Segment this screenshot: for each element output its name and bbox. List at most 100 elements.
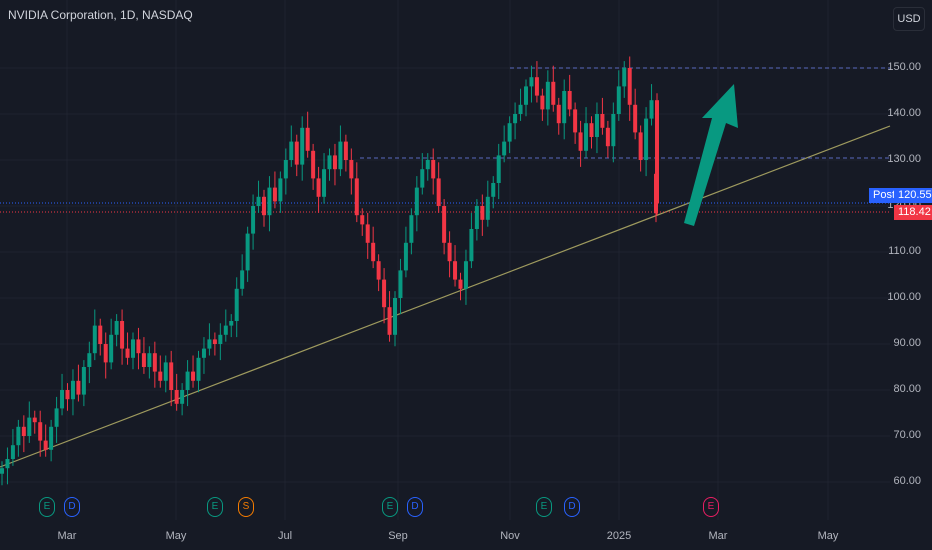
candle-body bbox=[485, 196, 490, 220]
candle-body bbox=[436, 178, 441, 206]
candle-body bbox=[463, 261, 468, 289]
candle-body bbox=[365, 224, 370, 243]
candle-body bbox=[180, 390, 185, 404]
candle-body bbox=[322, 169, 327, 197]
candle-body bbox=[458, 279, 463, 289]
candle-body bbox=[234, 288, 239, 321]
candle-body bbox=[136, 339, 141, 354]
currency-button[interactable]: USD bbox=[893, 7, 925, 31]
candle-body bbox=[649, 100, 654, 119]
candle-body bbox=[513, 114, 518, 124]
candle-body bbox=[425, 160, 430, 170]
candle-body bbox=[644, 118, 649, 160]
candle-body bbox=[518, 104, 523, 114]
candle-body bbox=[49, 426, 54, 450]
candle-body bbox=[447, 242, 452, 262]
candle-body bbox=[278, 178, 283, 202]
candle-body bbox=[196, 357, 201, 381]
time-tick-label: May bbox=[165, 530, 187, 542]
price-tick-label: 60.00 bbox=[893, 475, 921, 487]
candle-body bbox=[496, 155, 501, 183]
dividend-event-icon[interactable]: D bbox=[407, 497, 423, 517]
candle-body bbox=[611, 114, 616, 147]
candle-body bbox=[431, 160, 436, 179]
candle-body bbox=[169, 362, 174, 390]
candle-body bbox=[311, 150, 316, 179]
candle-body bbox=[316, 178, 321, 197]
candle-body bbox=[420, 169, 425, 188]
candle-body bbox=[92, 325, 97, 354]
candle-body bbox=[185, 371, 190, 390]
candle-body bbox=[387, 307, 392, 335]
candle-body bbox=[131, 339, 135, 358]
candle-body bbox=[27, 417, 32, 436]
candle-body bbox=[163, 362, 168, 381]
candle-body bbox=[103, 344, 108, 363]
candle-body bbox=[251, 206, 256, 234]
candle-body bbox=[578, 132, 583, 151]
candle-body bbox=[332, 155, 337, 170]
candle-body bbox=[589, 123, 594, 137]
last-price-tag: 118.42 bbox=[894, 205, 932, 220]
candle-body bbox=[283, 160, 288, 179]
candle-body bbox=[60, 390, 65, 409]
earnings-event-icon[interactable]: E bbox=[207, 497, 223, 517]
candle-body bbox=[212, 339, 217, 344]
candle-body bbox=[354, 178, 359, 216]
candle-body bbox=[327, 155, 332, 170]
candle-body bbox=[272, 187, 277, 202]
price-tick-label: 100.00 bbox=[887, 291, 921, 303]
candle-body bbox=[70, 380, 75, 400]
candle-body bbox=[245, 233, 250, 271]
time-tick-label: 2025 bbox=[606, 530, 632, 542]
time-tick-label: Sep bbox=[388, 530, 408, 542]
candle-body bbox=[627, 68, 632, 105]
candle-body bbox=[76, 380, 81, 395]
candle-body bbox=[120, 321, 125, 349]
candle-body bbox=[81, 367, 86, 395]
candle-body bbox=[502, 141, 507, 156]
candle-body bbox=[376, 261, 381, 280]
candle-body bbox=[540, 95, 545, 110]
candle-body bbox=[10, 445, 15, 459]
candle-body bbox=[38, 422, 43, 441]
candle-body bbox=[616, 86, 621, 114]
candle-body bbox=[125, 348, 130, 358]
candle-body bbox=[453, 261, 458, 280]
candle-body bbox=[545, 81, 550, 110]
candle-body bbox=[5, 459, 10, 469]
candle-body bbox=[398, 270, 403, 298]
time-tick-label: Mar bbox=[57, 530, 77, 542]
split-event-icon[interactable]: S bbox=[238, 497, 254, 517]
time-tick-label: Mar bbox=[708, 530, 728, 542]
candle-body bbox=[256, 196, 261, 206]
earnings-event-icon[interactable]: E bbox=[39, 497, 55, 517]
candle-body bbox=[562, 91, 567, 124]
candle-body bbox=[393, 298, 397, 335]
dividend-event-icon[interactable]: D bbox=[64, 497, 80, 517]
chart-title: NVIDIA Corporation, 1D, NASDAQ bbox=[8, 8, 193, 22]
up-arrow-annotation bbox=[684, 84, 738, 226]
earnings-event-icon[interactable]: E bbox=[382, 497, 398, 517]
price-tick-label: 130.00 bbox=[887, 153, 921, 165]
candle-body bbox=[300, 127, 305, 165]
candle-body bbox=[654, 173, 658, 214]
candle-body bbox=[469, 229, 474, 262]
candle-body bbox=[491, 183, 496, 197]
candle-body bbox=[262, 196, 266, 216]
candle-body bbox=[65, 390, 70, 400]
earnings-event-icon[interactable]: E bbox=[703, 497, 719, 517]
candle-body bbox=[534, 77, 539, 96]
dividend-event-icon[interactable]: D bbox=[564, 497, 580, 517]
candle-body bbox=[600, 114, 605, 128]
grid-lines bbox=[0, 0, 890, 520]
candle-body bbox=[32, 417, 37, 423]
candle-body bbox=[294, 141, 299, 165]
price-tick-label: 140.00 bbox=[887, 107, 921, 119]
candle-body bbox=[109, 334, 114, 363]
earnings-event-icon[interactable]: E bbox=[536, 497, 552, 517]
candle-body bbox=[584, 123, 589, 151]
trend-line bbox=[0, 125, 891, 468]
candle-body bbox=[87, 353, 92, 367]
